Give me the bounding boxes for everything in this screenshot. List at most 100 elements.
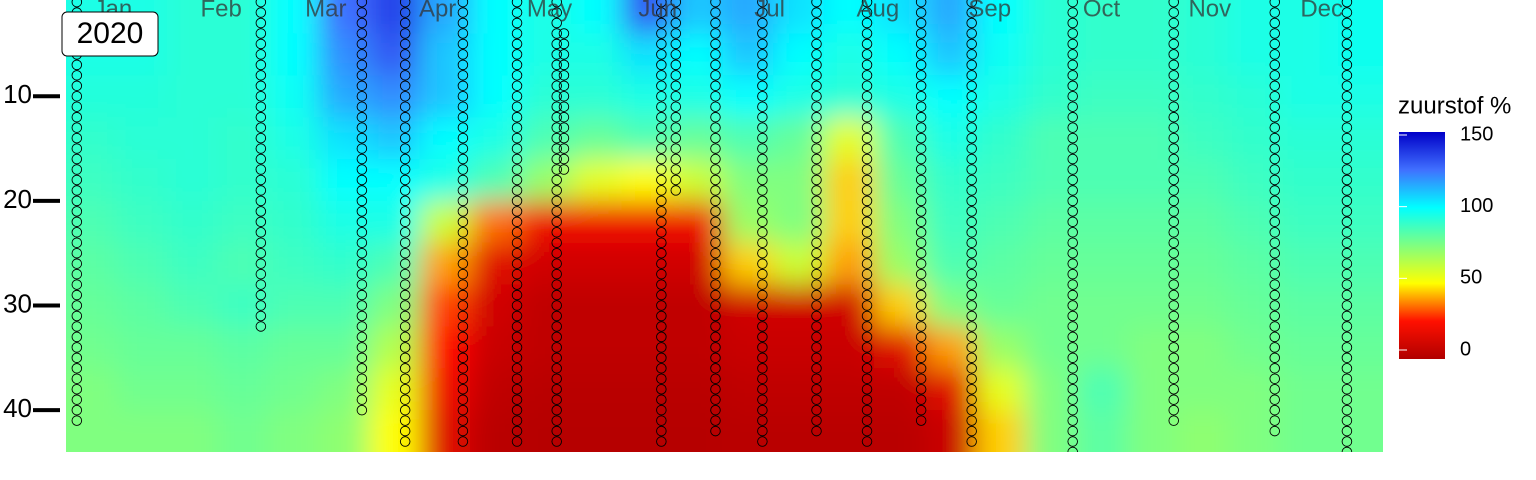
heat-cell bbox=[722, 200, 774, 244]
sample-profile bbox=[710, 0, 721, 437]
heat-cell bbox=[874, 410, 926, 452]
heat-cell bbox=[419, 410, 471, 452]
heat-cell bbox=[520, 368, 572, 411]
heat-cell bbox=[621, 284, 673, 327]
sample-profile bbox=[551, 0, 562, 447]
heat-cell bbox=[672, 326, 724, 369]
heat-cell bbox=[369, 326, 421, 369]
heat-cell bbox=[975, 159, 1027, 202]
y-tick-label: 40 bbox=[3, 393, 32, 423]
heat-cell bbox=[1025, 326, 1077, 369]
heat-cell bbox=[1177, 200, 1229, 244]
heat-cell bbox=[66, 200, 118, 244]
heat-cell bbox=[470, 0, 522, 34]
heat-cell bbox=[773, 200, 825, 244]
heat-cell bbox=[621, 117, 673, 160]
heat-cell bbox=[924, 326, 976, 369]
heat-cell bbox=[924, 117, 976, 160]
x-tick-label: Jul bbox=[754, 0, 785, 22]
heat-cell bbox=[66, 117, 118, 160]
heat-cell bbox=[773, 242, 825, 286]
heat-cell bbox=[520, 326, 572, 369]
heat-cell bbox=[571, 326, 623, 369]
heat-cell bbox=[318, 410, 370, 452]
heat-cell bbox=[773, 117, 825, 160]
heat-cell bbox=[470, 284, 522, 327]
heat-cell bbox=[571, 33, 623, 76]
heat-cell bbox=[116, 410, 168, 452]
heat-cell bbox=[823, 284, 875, 327]
heat-cell bbox=[318, 33, 370, 76]
heat-cell bbox=[419, 200, 471, 244]
heat-cell bbox=[621, 33, 673, 76]
heat-cell bbox=[672, 242, 724, 286]
heat-cell bbox=[924, 368, 976, 411]
heat-cell bbox=[1126, 33, 1178, 76]
heat-cell bbox=[217, 284, 269, 327]
heat-cell bbox=[167, 159, 219, 202]
heat-cell bbox=[621, 75, 673, 118]
heat-cell bbox=[66, 368, 118, 411]
heat-cell bbox=[369, 242, 421, 286]
heat-cell bbox=[217, 368, 269, 411]
heat-cell bbox=[1025, 242, 1077, 286]
heat-cell bbox=[318, 159, 370, 202]
colorbar-tick-label: 50 bbox=[1460, 267, 1482, 289]
heat-cell bbox=[116, 242, 168, 286]
heat-cell bbox=[167, 117, 219, 160]
heat-cell bbox=[1126, 117, 1178, 160]
heat-cell bbox=[520, 284, 572, 327]
heat-cell bbox=[571, 117, 623, 160]
heat-cell bbox=[1126, 410, 1178, 452]
heat-cell bbox=[167, 75, 219, 118]
heat-cell bbox=[1025, 159, 1077, 202]
heat-cell bbox=[1227, 368, 1279, 411]
heatmap bbox=[66, 0, 1383, 452]
heat-cell bbox=[66, 326, 118, 369]
heat-cell bbox=[874, 159, 926, 202]
heat-cell bbox=[217, 200, 269, 244]
heat-cell bbox=[621, 200, 673, 244]
sample-profile bbox=[670, 0, 682, 196]
heat-cell bbox=[1126, 368, 1178, 411]
heat-cell bbox=[268, 159, 320, 202]
heat-cell bbox=[1328, 75, 1383, 118]
heat-cell bbox=[1177, 75, 1229, 118]
heat-cell bbox=[1278, 75, 1330, 118]
sample-profile bbox=[811, 0, 822, 437]
heat-cell bbox=[1278, 242, 1330, 286]
heat-cell bbox=[874, 368, 926, 411]
heat-cell bbox=[722, 326, 774, 369]
heat-cell bbox=[419, 326, 471, 369]
heat-cell bbox=[823, 368, 875, 411]
heat-cell bbox=[1076, 242, 1128, 286]
heat-cell bbox=[268, 75, 320, 118]
sample-profile bbox=[558, 28, 570, 175]
chart-title: 2020 bbox=[77, 17, 144, 50]
x-tick-label: Sep bbox=[968, 0, 1011, 22]
heat-cell bbox=[268, 326, 320, 369]
heat-cell bbox=[975, 242, 1027, 286]
heat-cell bbox=[116, 284, 168, 327]
heat-cell bbox=[1278, 117, 1330, 160]
heat-cell bbox=[470, 117, 522, 160]
heat-cell bbox=[672, 284, 724, 327]
heat-cell bbox=[773, 159, 825, 202]
heat-cell bbox=[167, 200, 219, 244]
heat-cell bbox=[773, 410, 825, 452]
heat-cell bbox=[722, 75, 774, 118]
heat-cell bbox=[1025, 0, 1077, 34]
heat-cell bbox=[1126, 242, 1178, 286]
heat-cell bbox=[369, 159, 421, 202]
heat-cell bbox=[571, 200, 623, 244]
heat-cell bbox=[823, 242, 875, 286]
heat-cell bbox=[722, 242, 774, 286]
heat-cell bbox=[1227, 0, 1279, 34]
heat-cell bbox=[268, 200, 320, 244]
heat-cell bbox=[217, 410, 269, 452]
heat-cell bbox=[268, 368, 320, 411]
heat-cell bbox=[1278, 0, 1330, 34]
heat-cell bbox=[167, 284, 219, 327]
heat-cell bbox=[874, 242, 926, 286]
